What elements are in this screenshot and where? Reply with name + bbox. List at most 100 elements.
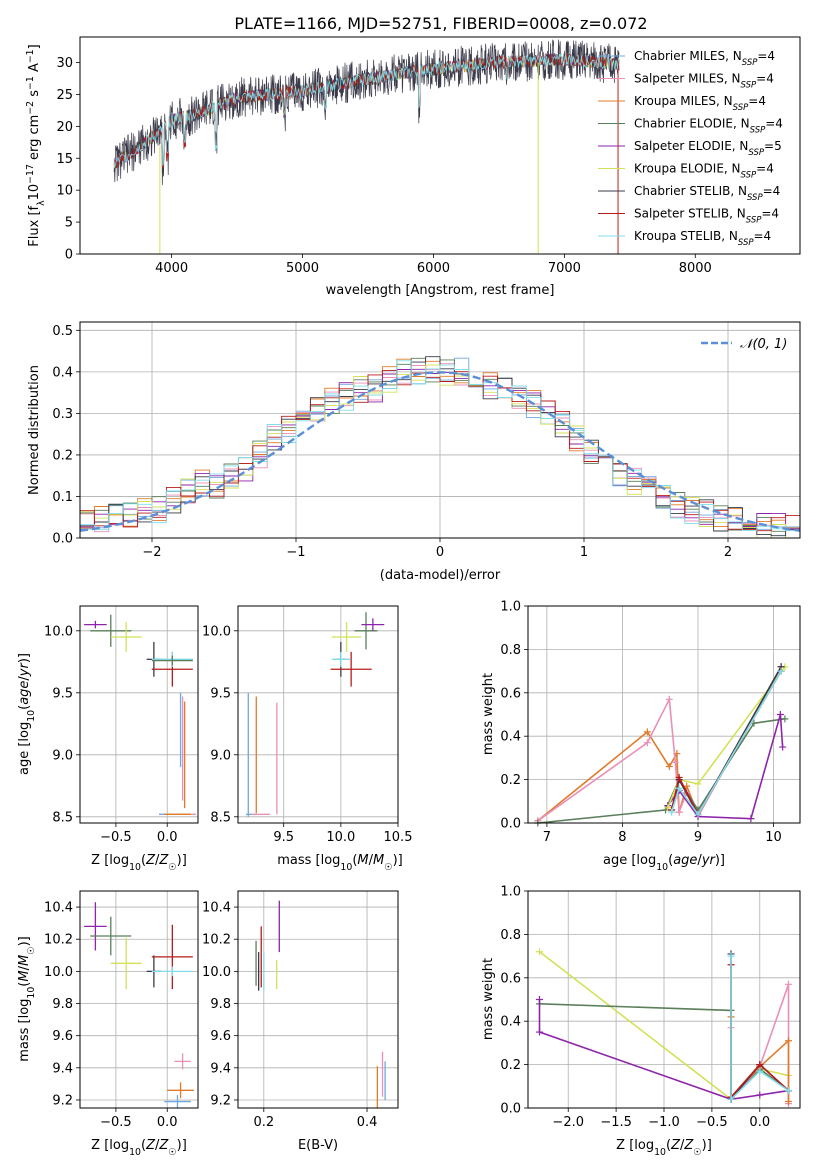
plus-marker <box>727 1095 735 1103</box>
plus-marker <box>694 780 702 788</box>
legend-label: 𝒩(0, 1) <box>740 337 787 352</box>
axes-mass-vs-Z: −0.5 0.0 9.2 9.4 9.6 9.8 10.0 10.2 10.4 Z [log10(… <box>17 890 199 1158</box>
y-tick-label: 9.0 <box>52 748 73 763</box>
plus-marker <box>675 773 683 781</box>
axes-frame <box>79 321 801 539</box>
plus-marker <box>756 1061 764 1069</box>
plus-marker <box>756 1091 764 1099</box>
x-tick-label: 0.0 <box>157 830 178 845</box>
axes-frame <box>527 890 801 1109</box>
x-tick-label: 0.4 <box>357 1115 378 1130</box>
plus-marker <box>535 948 543 956</box>
x-tick-label: 8 <box>618 830 626 845</box>
y-tick-label: 0.1 <box>52 490 73 505</box>
y-tick-label: 0.8 <box>500 928 521 943</box>
y-tick-label: 0.4 <box>52 365 73 380</box>
y-tick-label: 0.5 <box>52 324 73 339</box>
y-tick-label: 10.0 <box>202 965 231 980</box>
x-tick-label: 10.5 <box>384 830 413 845</box>
axes-frame <box>527 605 801 824</box>
y-tick-label: 10.2 <box>44 933 73 948</box>
plus-marker <box>664 804 672 812</box>
legend-label: Chabrier ELODIE, NSSP=4 <box>634 117 783 136</box>
x-tick-label: 4000 <box>155 261 188 276</box>
x-tick-label: −0.5 <box>100 1115 132 1130</box>
plus-marker <box>643 728 651 736</box>
figure-title: PLATE=1166, MJD=52751, FIBERID=0008, z=0… <box>234 14 647 33</box>
plus-marker <box>668 808 676 816</box>
plot-area <box>80 891 198 1108</box>
gaussian-curve <box>80 371 800 532</box>
y-tick-label: 9.6 <box>52 1029 73 1044</box>
y-tick-label: 9.8 <box>210 997 231 1012</box>
y-tick-label: 0.6 <box>500 686 521 701</box>
plus-marker <box>785 980 793 988</box>
y-tick-label: 30 <box>56 56 73 71</box>
plus-marker <box>781 715 789 723</box>
mass-weight-line <box>667 666 786 809</box>
x-tick-label: 9 <box>694 830 702 845</box>
y-tick-label: 5 <box>65 216 73 231</box>
y-tick-label: 9.4 <box>210 1061 231 1076</box>
y-tick-label: 1.0 <box>500 885 521 900</box>
y-tick-label: 9.5 <box>210 686 231 701</box>
x-tick-label: 10 <box>765 830 782 845</box>
x-axis-label: wavelength [Angstrom, rest frame] <box>326 283 555 298</box>
x-tick-label: −1.0 <box>648 1115 680 1130</box>
x-tick-label: 0.2 <box>253 1115 274 1130</box>
y-tick-label: 9.2 <box>52 1093 73 1108</box>
x-tick-label: 7 <box>543 830 551 845</box>
y-tick-label: 10.0 <box>44 624 73 639</box>
y-tick-label: 0.0 <box>500 817 521 832</box>
y-tick-label: 0.0 <box>52 532 73 547</box>
axes-age-vs-mass: 9.5 10.0 10.5 8.5 9.0 9.5 10.0 mass [log10(M/M☉… <box>202 605 413 873</box>
plot-area <box>238 606 398 823</box>
x-tick-label: 6000 <box>417 261 450 276</box>
y-tick-label: 10.0 <box>44 965 73 980</box>
axes-residuals: −2 −1 0 1 2 0.0 0.1 0.2 0.3 0.4 0.5 (data-model)/er… <box>27 321 801 583</box>
x-tick-label: −0.5 <box>100 830 132 845</box>
axes-age-vs-Z: −0.5 0.0 8.5 9.0 9.5 10.0 Z [log10(Z/Z☉)] age [… <box>17 605 199 873</box>
plus-marker <box>779 743 787 751</box>
y-axis-label: mass weight <box>481 673 496 755</box>
axes-frame <box>79 36 801 255</box>
y-tick-label: 0 <box>65 248 73 263</box>
y-tick-label: 15 <box>56 152 73 167</box>
x-tick-label: 2 <box>724 545 732 560</box>
legend-label: Salpeter ELODIE, NSSP=5 <box>634 139 782 158</box>
plus-marker <box>675 784 683 792</box>
plus-marker <box>727 952 735 960</box>
x-tick-label: −0.5 <box>696 1115 728 1130</box>
plus-marker <box>756 1067 764 1075</box>
y-tick-label: 0.8 <box>500 643 521 658</box>
x-tick-label: 0.0 <box>749 1115 770 1130</box>
x-axis-label: Z [log10(Z/Z☉)] <box>91 853 187 873</box>
plus-marker <box>665 763 673 771</box>
plot-area <box>238 891 398 1108</box>
x-tick-label: 1 <box>580 545 588 560</box>
axes-massweight-vs-Z: −2.0 −1.5 −1.0 −0.5 0.0 0.0 0.2 0.4 0.6 0.8 1.0 Z [… <box>481 885 801 1158</box>
x-tick-label: 9.5 <box>273 830 294 845</box>
y-axis-label: age [log10(age/yr)] <box>17 653 37 775</box>
histogram-series <box>80 360 800 538</box>
x-axis-label: mass [log10(M/M☉)] <box>277 853 403 873</box>
x-tick-label: 0 <box>436 545 444 560</box>
y-tick-label: 9.4 <box>52 1061 73 1076</box>
plus-marker <box>675 808 683 816</box>
plus-marker <box>643 739 651 747</box>
y-tick-label: 20 <box>56 120 73 135</box>
x-axis-label: age [log10(age/yr)] <box>603 853 725 873</box>
x-axis-label: (data-model)/error <box>380 568 501 583</box>
y-tick-label: 8.5 <box>52 810 73 825</box>
legend-label: Kroupa STELIB, NSSP=4 <box>634 229 771 248</box>
y-tick-label: 9.6 <box>210 1029 231 1044</box>
y-tick-label: 10.2 <box>202 933 231 948</box>
x-tick-label: 0.0 <box>157 1115 178 1130</box>
x-tick-label: 7000 <box>548 261 581 276</box>
axes-frame <box>237 605 399 824</box>
y-tick-label: 9.2 <box>210 1093 231 1108</box>
y-axis-label: Flux [fλ10−17 erg cm−2 s−1 A−1] <box>25 44 47 246</box>
y-tick-label: 1.0 <box>500 600 521 615</box>
histogram-series <box>80 369 800 538</box>
